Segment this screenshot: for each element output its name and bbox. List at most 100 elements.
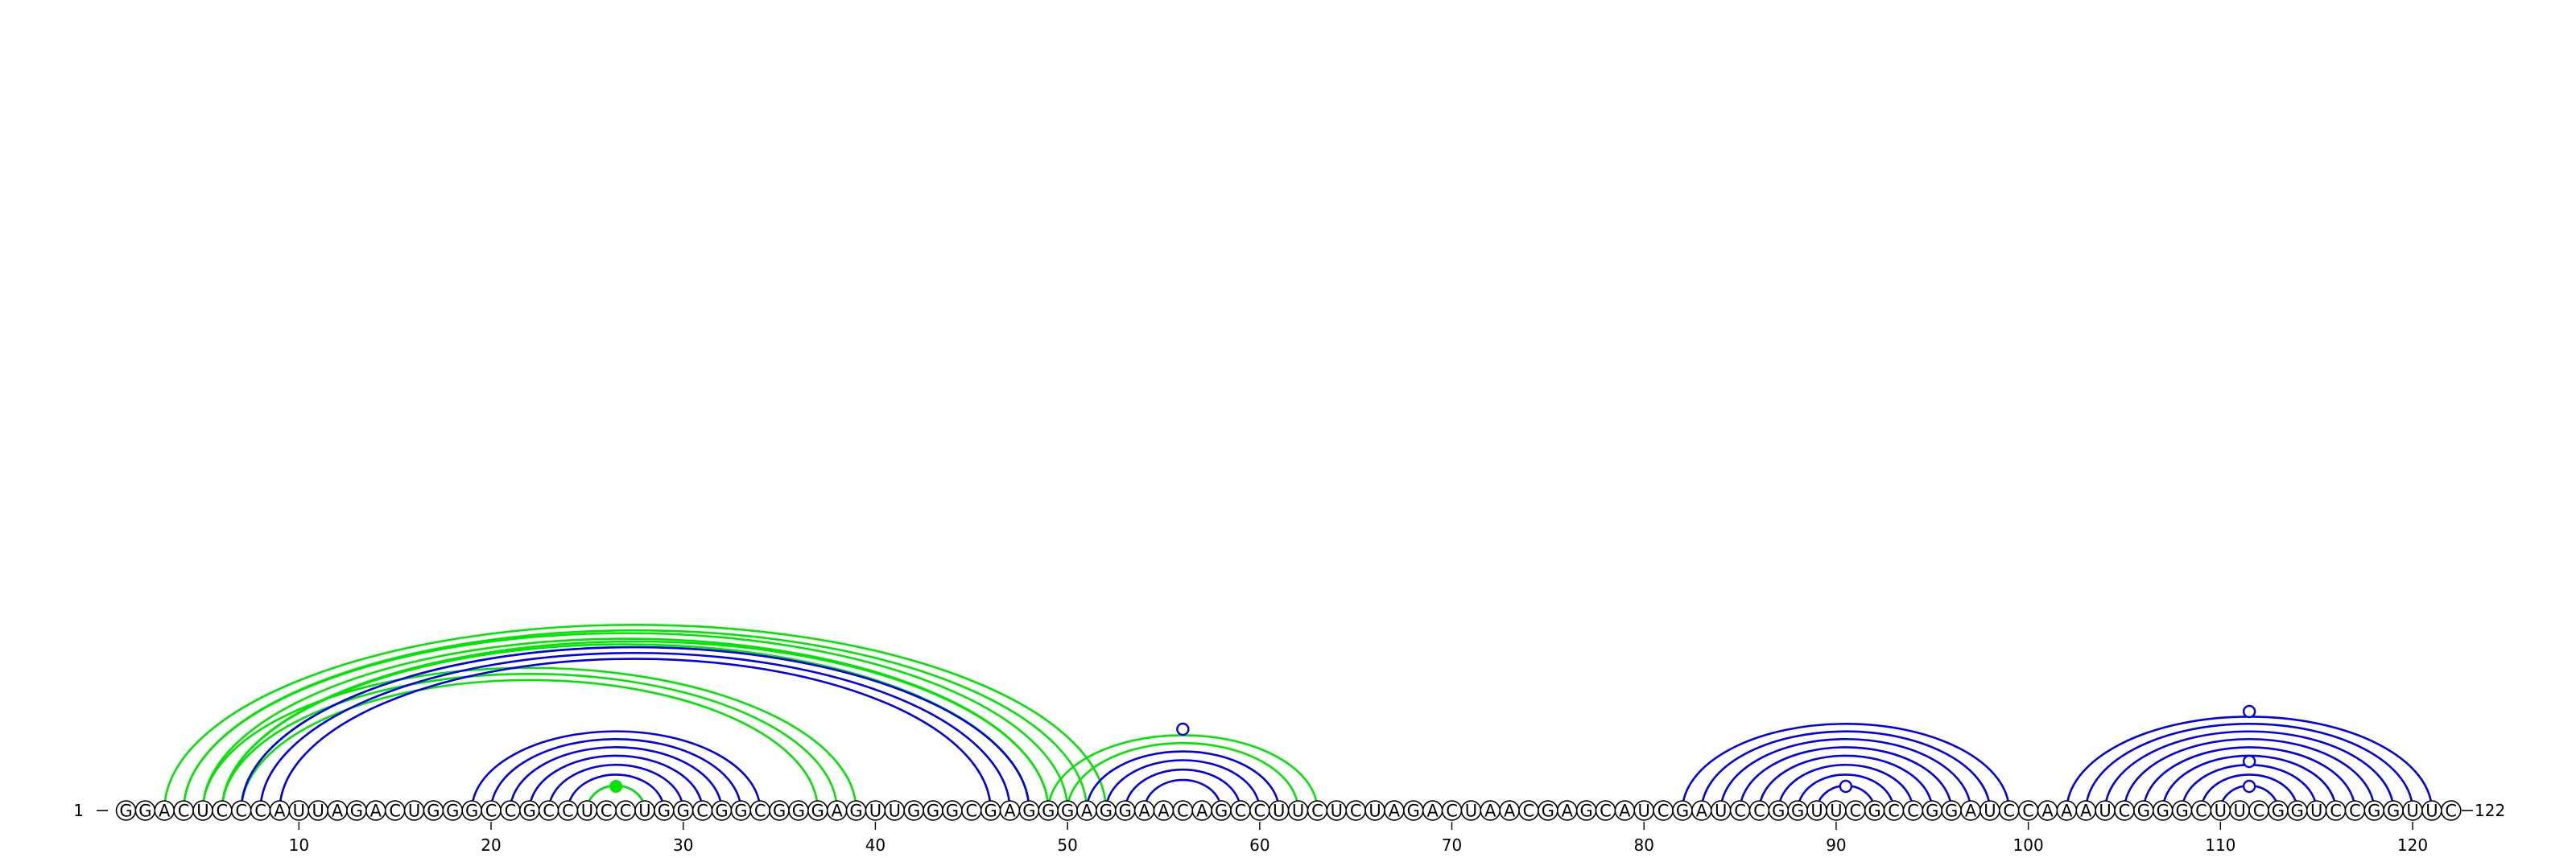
loop-marker-1 [1176, 722, 1190, 736]
nucleotide-77-letter: G [1579, 802, 1592, 821]
nucleotide-10-letter: U [293, 802, 305, 821]
nucleotide-96-letter: G [1945, 802, 1958, 821]
nucleotide-69-letter: A [1426, 802, 1439, 821]
nucleotide-59-letter: C [1235, 802, 1247, 821]
nucleotide-21-letter: C [505, 802, 517, 821]
base-pair-arc-109-114 [2200, 773, 2299, 811]
nucleotide-25-letter: U [581, 802, 593, 821]
tick-label-80: 80 [1634, 835, 1654, 855]
base-pair-arc-84-97 [1719, 737, 1972, 811]
nucleotide-7-letter: C [235, 802, 247, 821]
tick-label-50: 50 [1057, 835, 1077, 855]
nucleotide-103-letter: A [2080, 802, 2092, 821]
nucleotide-36-letter: G [792, 802, 805, 821]
nucleotide-30-letter: G [677, 802, 690, 821]
nucleotide-20-letter: C [485, 802, 497, 821]
base-pair-arc-104-119 [2103, 730, 2395, 811]
nucleotide-4-letter: C [178, 802, 190, 821]
nucleotide-9-letter: A [274, 802, 286, 821]
base-pair-arc-24-29 [567, 773, 666, 811]
nucleotide-60-letter: C [1253, 802, 1265, 821]
nucleotide-35-letter: G [773, 802, 786, 821]
base-pair-arc-6-48 [221, 643, 1030, 811]
nucleotide-95-letter: G [1926, 802, 1938, 821]
nucleotide-91-letter: C [1849, 802, 1861, 821]
nucleotide-108-letter: G [2175, 802, 2188, 821]
nucleotide-39-letter: G [849, 802, 862, 821]
nucleotide-29-letter: G [658, 802, 671, 821]
nucleotide-64-letter: U [1331, 802, 1343, 821]
base-pair-arc-4-51 [182, 629, 1088, 811]
loop-marker-2 [1839, 779, 1853, 794]
nucleotide-81-letter: C [1657, 802, 1670, 821]
nucleotide-28-letter: U [638, 802, 650, 821]
nucleotide-62-letter: U [1292, 802, 1304, 821]
nucleotide-56-letter: C [1177, 802, 1189, 821]
nucleotide-61-letter: U [1273, 802, 1285, 821]
nucleotide-99-letter: C [2003, 802, 2015, 821]
sequence-backbone: 1 122 [73, 801, 2505, 820]
nucleotide-5-letter: U [196, 802, 208, 821]
nucleotide-112-letter: C [2253, 802, 2265, 821]
nucleotide-82-letter: G [1676, 802, 1689, 821]
nucleotide-104-letter: U [2099, 802, 2111, 821]
base-pair-arc-5-39 [201, 666, 857, 811]
nucleotide-118-letter: G [2368, 802, 2380, 821]
loop-marker-3 [2242, 779, 2256, 794]
base-pair-arc-9-46 [279, 658, 992, 811]
nucleotide-66-letter: U [1368, 802, 1381, 821]
tick-label-110: 110 [2205, 835, 2235, 855]
nucleotide-111-letter: U [2234, 802, 2246, 821]
nucleotide-65-letter: C [1350, 802, 1362, 821]
tick-label-120: 120 [2397, 835, 2428, 855]
nucleotide-58-letter: G [1215, 802, 1228, 821]
nucleotide-87-letter: G [1772, 802, 1785, 821]
base-pair-arc-51-61 [1085, 750, 1280, 811]
position-axis: 10 20 30 40 50 60 70 80 90 100 110 120 [289, 822, 2428, 855]
tick-label-100: 100 [2013, 835, 2044, 855]
nucleotide-53-letter: G [1119, 802, 1132, 821]
base-pair-arc-105-118 [2123, 737, 2376, 811]
base-pair-arc-83-98 [1700, 730, 1992, 811]
tick-label-90: 90 [1826, 835, 1846, 855]
base-pair-arc-106-117 [2142, 746, 2356, 811]
tick-label-40: 40 [865, 835, 886, 855]
nucleotide-38-letter: A [832, 802, 844, 821]
nucleotide-85-letter: C [1734, 802, 1746, 821]
nucleotide-86-letter: C [1753, 802, 1765, 821]
nucleotide-67-letter: A [1389, 802, 1401, 821]
nucleotide-42-letter: G [907, 802, 920, 821]
nucleotide-119-letter: G [2387, 802, 2400, 821]
nucleotide-46-letter: G [985, 802, 997, 821]
nucleotide-34-letter: C [754, 802, 766, 821]
base-pair-arc-86-95 [1758, 754, 1934, 811]
nucleotide-79-letter: A [1619, 802, 1631, 821]
nucleotide-14-letter: A [370, 802, 382, 821]
nucleotide-47-letter: A [1004, 802, 1016, 821]
base-pair-arc-6-49 [221, 640, 1050, 811]
nucleotide-72-letter: A [1484, 802, 1496, 821]
base-pair-arc-87-94 [1777, 763, 1914, 811]
nucleotide-76-letter: A [1562, 802, 1574, 821]
nucleotide-102-letter: A [2061, 802, 2073, 821]
nucleotide-101-letter: A [2041, 802, 2054, 821]
nucleotide-92-letter: G [1868, 802, 1881, 821]
nucleotide-105-letter: C [2119, 802, 2131, 821]
sequence-start-label: 1 [73, 801, 84, 820]
base-pair-arc-88-93 [1796, 773, 1895, 811]
loop-marker-5 [2242, 704, 2256, 719]
nucleotide-49-letter: G [1042, 802, 1055, 821]
base-pair-arc-3-52 [163, 623, 1108, 811]
nucleotide-68-letter: G [1407, 802, 1420, 821]
base-pair-arc-54-58 [1143, 778, 1223, 811]
nucleotide-44-letter: G [946, 802, 959, 821]
nucleotide-63-letter: C [1311, 802, 1323, 821]
nucleotide-90-letter: U [1830, 802, 1842, 821]
nucleotide-41-letter: U [889, 802, 901, 821]
loop-marker-4 [2242, 754, 2256, 769]
base-pair-arc-53-59 [1124, 768, 1242, 811]
base-pair-arc-19-34 [470, 730, 762, 811]
base-pair-arc-50-62 [1066, 741, 1299, 811]
